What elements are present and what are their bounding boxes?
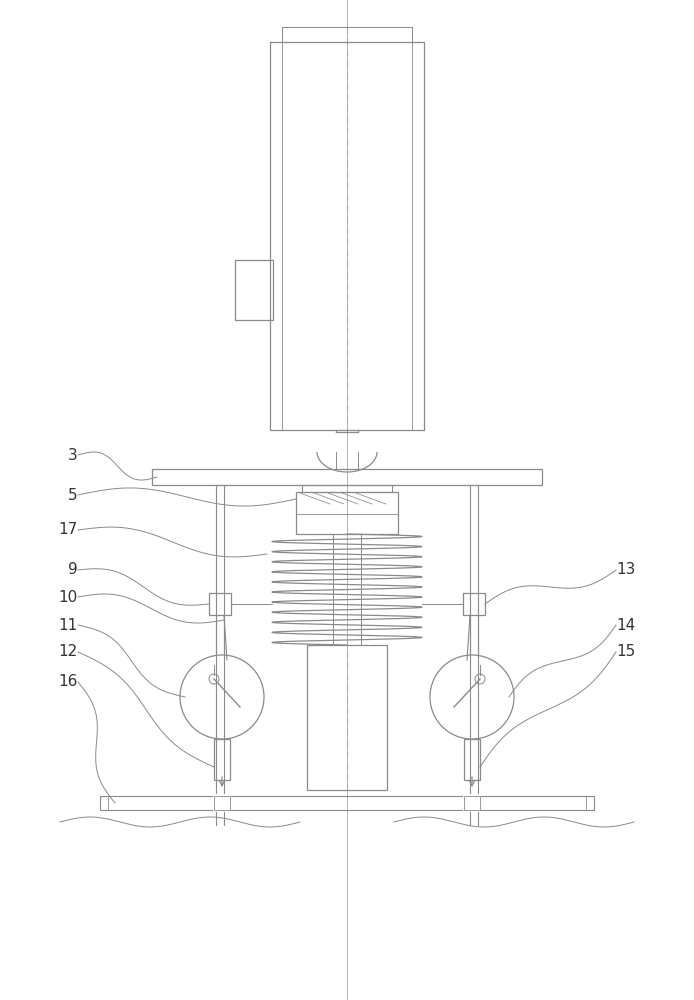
Text: 10: 10: [59, 589, 78, 604]
Bar: [463, 593, 485, 615]
Bar: [209, 593, 231, 615]
Text: 11: 11: [59, 617, 78, 633]
Text: 14: 14: [616, 617, 635, 633]
Bar: [214, 739, 230, 780]
Text: 17: 17: [59, 522, 78, 538]
Bar: [152, 469, 542, 485]
Bar: [214, 796, 230, 810]
Bar: [463, 794, 481, 812]
Text: 3: 3: [68, 448, 78, 462]
Text: 12: 12: [59, 645, 78, 660]
Text: 15: 15: [616, 645, 635, 660]
Bar: [213, 794, 231, 812]
Text: 9: 9: [68, 562, 78, 578]
Text: 13: 13: [616, 562, 636, 578]
Bar: [100, 796, 594, 810]
Bar: [235, 260, 273, 320]
Bar: [307, 645, 387, 790]
Bar: [296, 492, 398, 534]
Bar: [282, 42, 412, 430]
Bar: [270, 42, 424, 430]
Text: 16: 16: [58, 674, 78, 690]
Bar: [464, 739, 480, 780]
Text: 5: 5: [69, 488, 78, 502]
Bar: [302, 485, 392, 492]
Bar: [464, 796, 480, 810]
